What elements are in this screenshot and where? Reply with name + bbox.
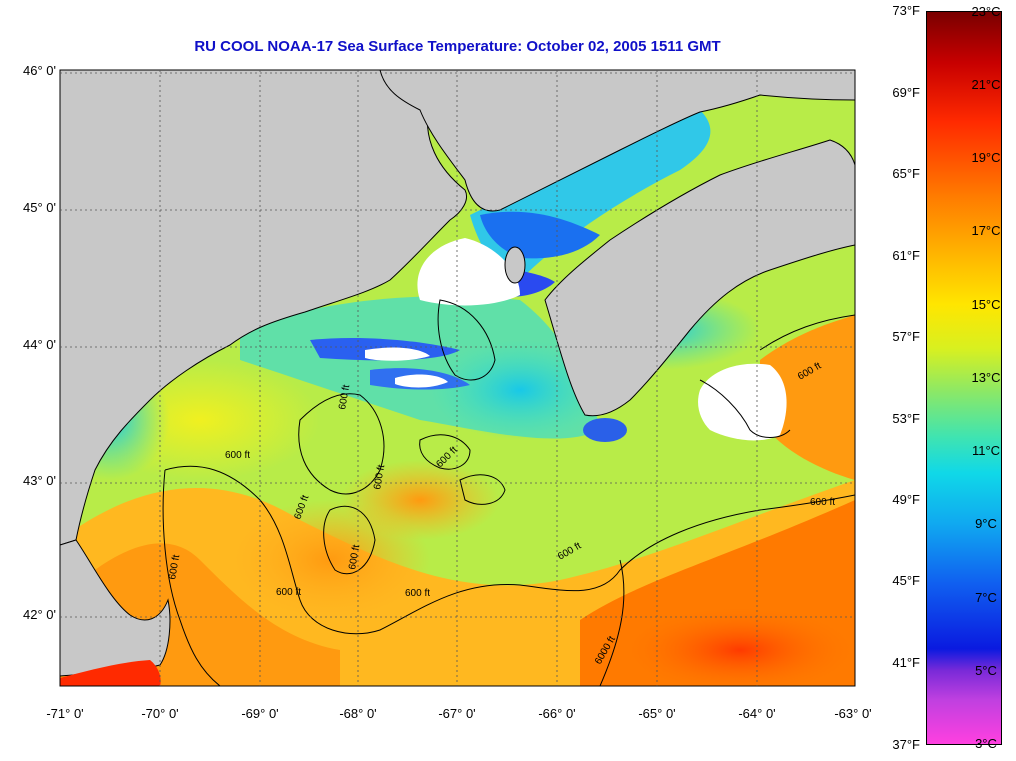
cloud-streak-1: [365, 347, 430, 361]
map-title: RU COOL NOAA-17 Sea Surface Temperature:…: [194, 38, 721, 55]
cloud-bay: [417, 238, 520, 306]
temperature-colorbar: [926, 11, 1002, 745]
colorbar-c-label: 21°C: [971, 77, 1001, 92]
contour-label: 600 ft: [347, 544, 362, 571]
land-new-brunswick: [379, 70, 855, 212]
latitude-label: 42° 0': [23, 607, 56, 622]
colorbar-c-label: 11°C: [971, 443, 1001, 458]
longitude-label: -66° 0': [538, 706, 576, 721]
land-new-england: [60, 70, 467, 546]
contour-label: 600 ft: [225, 450, 250, 461]
colorbar-c-label: 3°C: [975, 736, 997, 751]
orange-patch-mid: [340, 460, 500, 540]
colorbar-f-label: 73°F: [892, 3, 920, 18]
colorbar-c-label: 23°C: [971, 4, 1001, 19]
latitude-label: 44° 0': [23, 337, 56, 352]
longitude-label: -63° 0': [834, 706, 872, 721]
contour-label: 600 ft: [405, 588, 430, 599]
cloud-east: [698, 363, 787, 441]
contour-label: 600 ft: [337, 384, 352, 411]
longitude-label: -67° 0': [438, 706, 476, 721]
contour-label: 600 ft: [810, 497, 835, 508]
latitude-label: 46° 0': [23, 63, 56, 78]
latitude-label: 43° 0': [23, 473, 56, 488]
colorbar-f-label: 45°F: [892, 573, 920, 588]
land-grand-manan: [504, 246, 526, 284]
warm-shoal-nantucket: [60, 660, 161, 686]
warm-water-east: [760, 315, 855, 480]
colorbar-f-label: 53°F: [892, 411, 920, 426]
longitude-label: -68° 0': [339, 706, 377, 721]
colorbar-f-label: 65°F: [892, 166, 920, 181]
bay-of-fundy-cold: [480, 211, 600, 259]
colorbar-c-label: 15°C: [971, 297, 1001, 312]
colorbar-f-label: 37°F: [892, 737, 920, 752]
cold-spot-southshore: [583, 418, 627, 442]
isobaths: [162, 299, 855, 686]
colorbar-c-label: 19°C: [971, 150, 1001, 165]
colorbar-f-label: 61°F: [892, 248, 920, 263]
contour-label: 600 ft: [276, 587, 301, 598]
colorbar-f-label: 57°F: [892, 329, 920, 344]
longitude-label: -70° 0': [141, 706, 179, 721]
map-frame: [59, 69, 856, 687]
contour-label: 600 ft: [167, 554, 182, 581]
colorbar-f-label: 41°F: [892, 655, 920, 670]
longitude-label: -64° 0': [738, 706, 776, 721]
colorbar-c-label: 17°C: [971, 223, 1001, 238]
colorbar-f-label: 49°F: [892, 492, 920, 507]
contour-label: 600 ft: [372, 464, 387, 491]
longitude-label: -65° 0': [638, 706, 676, 721]
cloud-streak-2: [395, 374, 448, 388]
colorbar-c-label: 13°C: [971, 370, 1001, 385]
longitude-label: -71° 0': [46, 706, 84, 721]
latitude-label: 45° 0': [23, 200, 56, 215]
colorbar-c-label: 5°C: [975, 663, 997, 678]
longitude-label: -69° 0': [241, 706, 279, 721]
colorbar-f-label: 69°F: [892, 85, 920, 100]
colorbar-c-label: 9°C: [975, 516, 997, 531]
colorbar-c-label: 7°C: [975, 590, 997, 605]
hot-core-se: [620, 605, 855, 686]
